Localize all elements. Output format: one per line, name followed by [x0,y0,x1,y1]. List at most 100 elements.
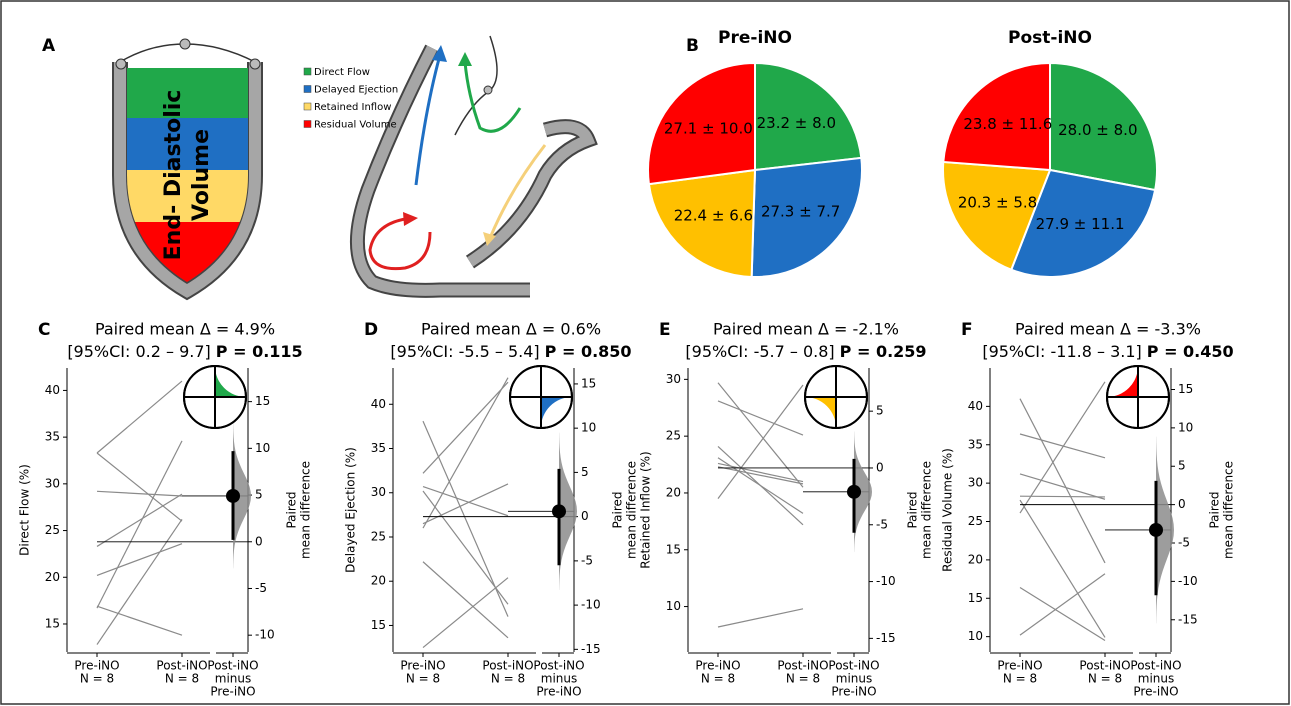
panel-subtitle: [95%CI: 0.2 – 9.7]P = 0.115 [67,342,302,361]
y2-axis-label: Paired [611,491,625,528]
y2-tick-label: 5 [1178,459,1186,473]
y-axis-label: Delayed Ejection (%) [344,447,358,573]
y-tick-label: 20 [666,485,681,499]
y-tick-label: 40 [968,399,983,413]
legend-label: Direct Flow [314,67,370,78]
y-tick-label: 15 [666,542,681,556]
y2-tick-label: -10 [876,574,896,588]
y2-tick-label: 0 [255,534,263,548]
y2-tick-label: 5 [255,488,263,502]
y2-tick-label: 0 [876,460,884,474]
y-tick-label: 20 [968,552,983,566]
p-value: P = 0.850 [545,342,632,361]
heart-diagram: End- Diastolic Volume [116,39,260,291]
page: End- Diastolic Volume A B Direct Flow Del… [0,0,1291,706]
panel-subtitle: [95%CI: -5.7 – 0.8]P = 0.259 [685,342,926,361]
legend-swatch [304,121,311,128]
paired-line [1020,496,1105,497]
x-tick-label: Post-iNO [482,659,533,673]
x-tick-label: N = 8 [1088,672,1122,686]
legend-label: Residual Volume [314,120,397,131]
x-tick-label: Pre-iNO [1133,685,1178,699]
panel-label: F [961,320,973,340]
y-axis-label: Residual Volume (%) [941,448,955,572]
y2-tick-label: 5 [876,404,884,418]
y-tick-label: 15 [45,616,60,630]
y2-axis-label: mean difference [625,461,639,559]
pie-title: Post-iNO [1008,28,1092,48]
x-tick-label: Post-iNO [533,659,584,673]
y2-axis-label: mean difference [1222,461,1236,559]
y2-tick-label: -10 [1178,574,1198,588]
valve-hinge [250,59,260,69]
x-tick-label: Pre-iNO [831,685,876,699]
y-tick-label: 25 [968,514,983,528]
x-tick-label: Post-iNO [777,659,828,673]
legend-swatch [304,68,311,75]
ci-text: [95%CI: -5.7 – 0.8] [685,342,834,361]
y2-tick-label: 10 [1178,420,1193,434]
ci-text: [95%CI: -5.5 – 5.4] [390,342,539,361]
y-tick-label: 30 [666,372,681,386]
x-tick-label: Pre-iNO [536,685,581,699]
y-tick-label: 40 [45,383,60,397]
x-tick-label: Pre-iNO [997,659,1042,673]
x-tick-label: Post-iNO [207,659,258,673]
y-tick-label: 20 [371,574,386,588]
y2-tick-label: 15 [255,394,270,408]
panel-subtitle: [95%CI: -11.8 – 3.1]P = 0.450 [982,342,1233,361]
panel-label: B [686,36,699,56]
y2-tick-label: 15 [581,376,596,390]
y-tick-label: 10 [666,599,681,613]
slice-label: 23.2 ± 8.0 [757,114,836,132]
figure: End- Diastolic Volume A B Direct Flow Del… [0,0,1291,706]
slice-label: 23.8 ± 11.6 [963,115,1052,133]
ci-text: [95%CI: -11.8 – 3.1] [982,342,1141,361]
y2-axis-label: Paired [285,491,299,528]
x-tick-label: N = 8 [1003,672,1037,686]
y2-axis-label: mean difference [920,461,934,559]
x-tick-label: Post-iNO [828,659,879,673]
pie-title: Pre-iNO [718,28,792,48]
y2-tick-label: -10 [581,598,601,612]
y-tick-label: 25 [666,429,681,443]
slice-label: 20.3 ± 5.8 [958,194,1037,212]
diagram-text: End- Diastolic [161,90,186,261]
panel-title: Paired mean Δ = 4.9% [95,320,275,339]
panel-label: D [364,320,378,340]
y2-tick-label: 15 [1178,382,1193,396]
ci-text: [95%CI: 0.2 – 9.7] [67,342,210,361]
x-tick-label: Post-iNO [1130,659,1181,673]
y-tick-label: 15 [968,591,983,605]
y-tick-label: 35 [371,441,386,455]
x-tick-label: Pre-iNO [74,659,119,673]
y-axis-label: Direct Flow (%) [18,464,32,556]
x-tick-label: minus [215,672,252,686]
x-tick-label: N = 8 [165,672,199,686]
y2-tick-label: -5 [581,553,593,567]
slice-label: 22.4 ± 6.6 [674,207,753,225]
legend-swatch [304,86,311,93]
y2-tick-label: -5 [876,517,888,531]
x-tick-label: minus [836,672,873,686]
slice-label: 27.3 ± 7.7 [761,203,840,221]
x-tick-label: N = 8 [80,672,114,686]
slice-label: 28.0 ± 8.0 [1058,121,1137,139]
y2-tick-label: 5 [581,465,589,479]
y2-tick-label: 10 [255,441,270,455]
panel-label: C [38,320,50,340]
y-tick-label: 35 [968,437,983,451]
mean-diff-dot [226,489,240,503]
x-tick-label: Post-iNO [156,659,207,673]
slice-label: 27.1 ± 10.0 [664,120,753,138]
x-tick-label: Post-iNO [1079,659,1130,673]
panel-label: A [42,36,56,56]
x-tick-label: Pre-iNO [210,685,255,699]
y2-tick-label: 0 [1178,497,1186,511]
y-tick-label: 30 [45,476,60,490]
y-tick-label: 35 [45,430,60,444]
valve-hinge [180,39,190,49]
legend-label: Delayed Ejection [314,85,398,96]
x-tick-label: Pre-iNO [695,659,740,673]
mean-diff-dot [847,485,861,499]
